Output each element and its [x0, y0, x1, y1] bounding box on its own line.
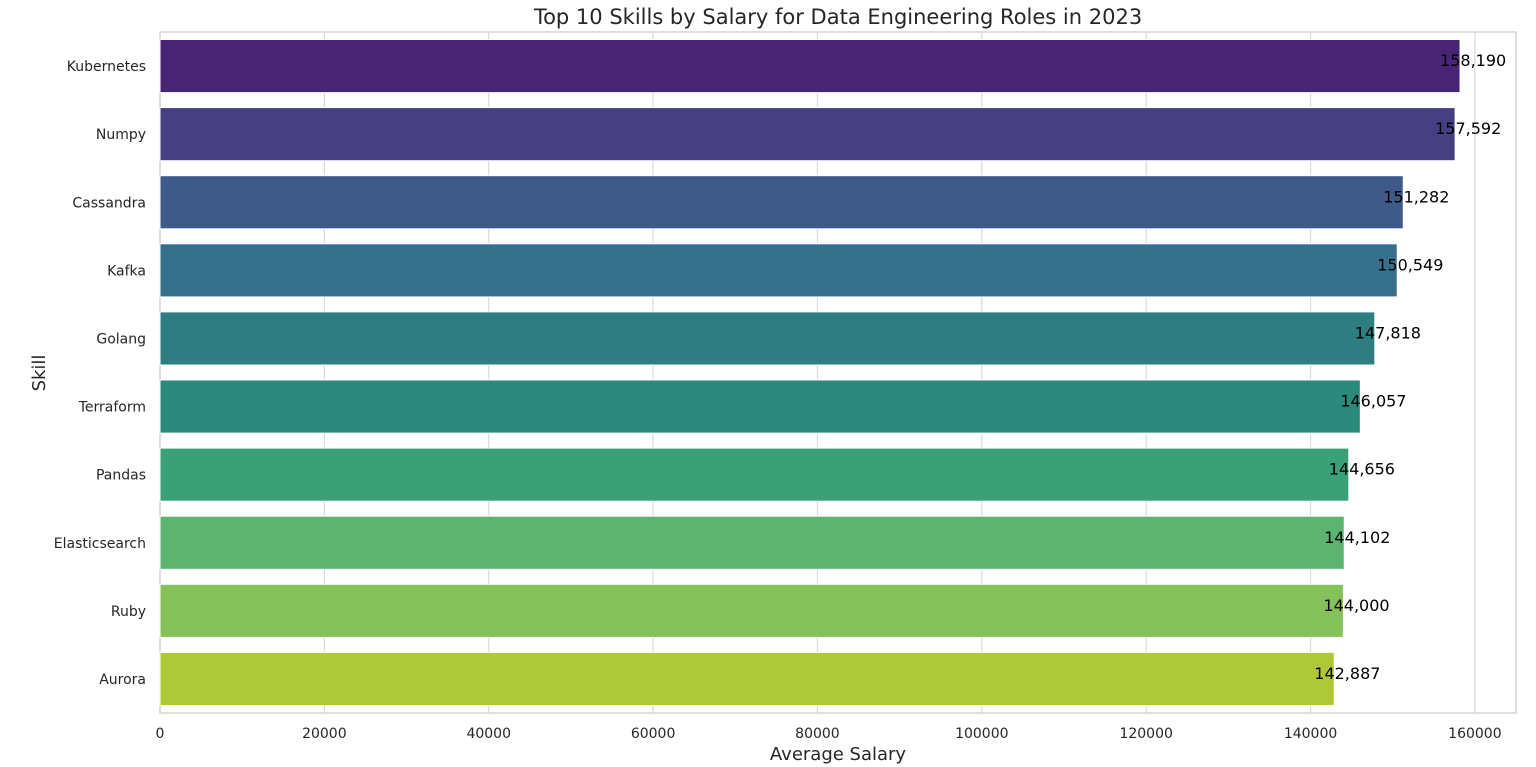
y-tick-label: Elasticsearch: [54, 536, 146, 552]
x-tick-label: 0: [156, 726, 165, 742]
bars-group: [159, 38, 1461, 707]
data-label: 146,057: [1340, 392, 1406, 411]
x-tick-label: 140000: [1284, 726, 1337, 742]
bar-kafka: [159, 243, 1398, 298]
y-tick-label: Aurora: [99, 672, 146, 688]
chart-title: Top 10 Skills by Salary for Data Enginee…: [533, 5, 1142, 29]
bar-numpy: [159, 107, 1456, 162]
x-tick-label: 100000: [955, 726, 1008, 742]
data-label: 144,102: [1324, 528, 1390, 547]
x-tick-label: 160000: [1448, 726, 1501, 742]
x-tick-label: 60000: [631, 726, 676, 742]
bar-ruby: [159, 583, 1344, 638]
x-tick-label: 120000: [1119, 726, 1172, 742]
y-axis-label: Skill: [29, 355, 50, 392]
bar-cassandra: [159, 175, 1404, 230]
bar-golang: [159, 311, 1376, 366]
data-label: 144,000: [1323, 596, 1389, 615]
data-label: 142,887: [1314, 664, 1380, 683]
y-tick-label: Ruby: [111, 604, 146, 620]
bar-elasticsearch: [159, 515, 1345, 570]
x-tick-label: 80000: [795, 726, 840, 742]
y-tick-label: Golang: [96, 331, 146, 347]
data-label: 151,282: [1383, 187, 1449, 206]
data-labels-group: 158,190 157,592 151,282 150,549 147,818 146,0…: [1314, 51, 1506, 683]
y-tick-label: Kubernetes: [67, 59, 146, 75]
bar-pandas: [159, 447, 1350, 502]
x-axis-label: Average Salary: [770, 744, 907, 765]
data-label: 147,818: [1355, 323, 1421, 342]
y-tick-label: Terraform: [78, 400, 146, 416]
y-tick-label: Numpy: [96, 127, 146, 143]
data-label: 157,592: [1435, 119, 1501, 138]
y-tick-label: Pandas: [96, 468, 146, 484]
data-label: 158,190: [1440, 51, 1506, 70]
data-label: 144,656: [1329, 460, 1395, 479]
x-tick-label: 40000: [466, 726, 511, 742]
bar-kubernetes: [159, 38, 1461, 94]
plot-area: [159, 31, 1517, 714]
category-labels: Kubernetes Numpy Cassandra Kafka Golang Terra…: [54, 59, 146, 688]
bar-aurora: [159, 651, 1335, 707]
y-tick-label: Kafka: [107, 263, 146, 279]
y-tick-label: Cassandra: [72, 195, 146, 211]
x-tick-label: 20000: [302, 726, 347, 742]
x-tick-labels: 0 20000 40000 60000 80000 100000 120000 140000 1…: [156, 726, 1502, 742]
bar-terraform: [159, 379, 1361, 434]
data-label: 150,549: [1377, 255, 1443, 274]
